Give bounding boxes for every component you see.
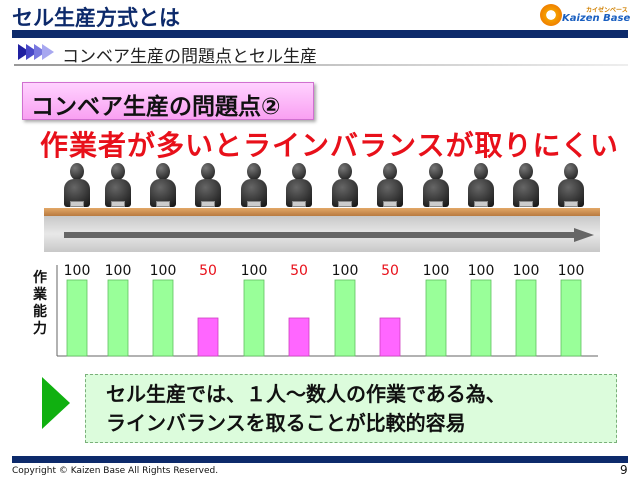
bar [288, 317, 310, 357]
chevron-arrows-icon [18, 44, 54, 60]
kaizen-base-logo: カイゼンベース Kaizen Base [540, 4, 632, 28]
subtitle-underline [14, 64, 628, 66]
slide-title: セル生産方式とは [12, 6, 180, 30]
headline: 作業者が多いとラインバランスが取りにくい [40, 129, 619, 162]
worker-figure [375, 163, 405, 209]
conclusion-box: セル生産では、１人～数人の作業である為、 ラインバランスを取ることが比較的容易 [85, 374, 617, 443]
workbench [44, 208, 600, 216]
gear-sun-icon [540, 4, 562, 26]
worker-figure [556, 163, 586, 209]
chart-y-label: 作業能力 [33, 270, 47, 337]
play-arrow-icon [42, 377, 70, 429]
bar-value-label: 100 [105, 263, 132, 279]
header-divider [12, 30, 628, 38]
worker-figure [148, 163, 178, 209]
bar-value-label: 100 [423, 263, 450, 279]
bar [334, 279, 356, 357]
worker-figure [511, 163, 541, 209]
workers-row [44, 163, 600, 213]
logo-kana: カイゼンベース [586, 7, 628, 14]
bar-value-label: 100 [64, 263, 91, 279]
page-number: 9 [620, 463, 628, 477]
bar [152, 279, 174, 357]
footer-divider [12, 456, 628, 463]
bar-value-label: 50 [290, 263, 308, 279]
worker-figure [284, 163, 314, 209]
work-capacity-chart: 100 100 100 50 100 50 100 50 100 100 100 100 [56, 263, 598, 357]
bar [107, 279, 129, 357]
bar [243, 279, 265, 357]
worker-figure [421, 163, 451, 209]
bar-value-label: 100 [332, 263, 359, 279]
worker-figure [466, 163, 496, 209]
worker-figure [62, 163, 92, 209]
bar [425, 279, 447, 357]
bar [515, 279, 537, 357]
conclusion-line-2: ラインバランスを取ることが比較的容易 [106, 411, 466, 435]
worker-figure [193, 163, 223, 209]
logo-text: Kaizen Base [562, 13, 631, 24]
bar-value-label: 100 [558, 263, 585, 279]
worker-figure [103, 163, 133, 209]
conveyor-direction-arrow-icon [64, 228, 594, 242]
worker-figure [330, 163, 360, 209]
bar [560, 279, 582, 357]
bar-value-label: 50 [199, 263, 217, 279]
bar-value-label: 100 [241, 263, 268, 279]
section-subtitle: コンベア生産の問題点とセル生産 [62, 47, 317, 67]
bar [470, 279, 492, 357]
conclusion-line-1: セル生産では、１人～数人の作業である為、 [106, 382, 506, 406]
section-label-box: コンベア生産の問題点② [22, 82, 314, 120]
bar [66, 279, 88, 357]
copyright: Copyright © Kaizen Base All Rights Reser… [12, 466, 219, 476]
bar-value-label: 100 [513, 263, 540, 279]
worker-figure [239, 163, 269, 209]
bar [379, 317, 401, 357]
bar-value-label: 100 [468, 263, 495, 279]
bar-value-label: 100 [150, 263, 177, 279]
bar-value-label: 50 [381, 263, 399, 279]
bar [197, 317, 219, 357]
